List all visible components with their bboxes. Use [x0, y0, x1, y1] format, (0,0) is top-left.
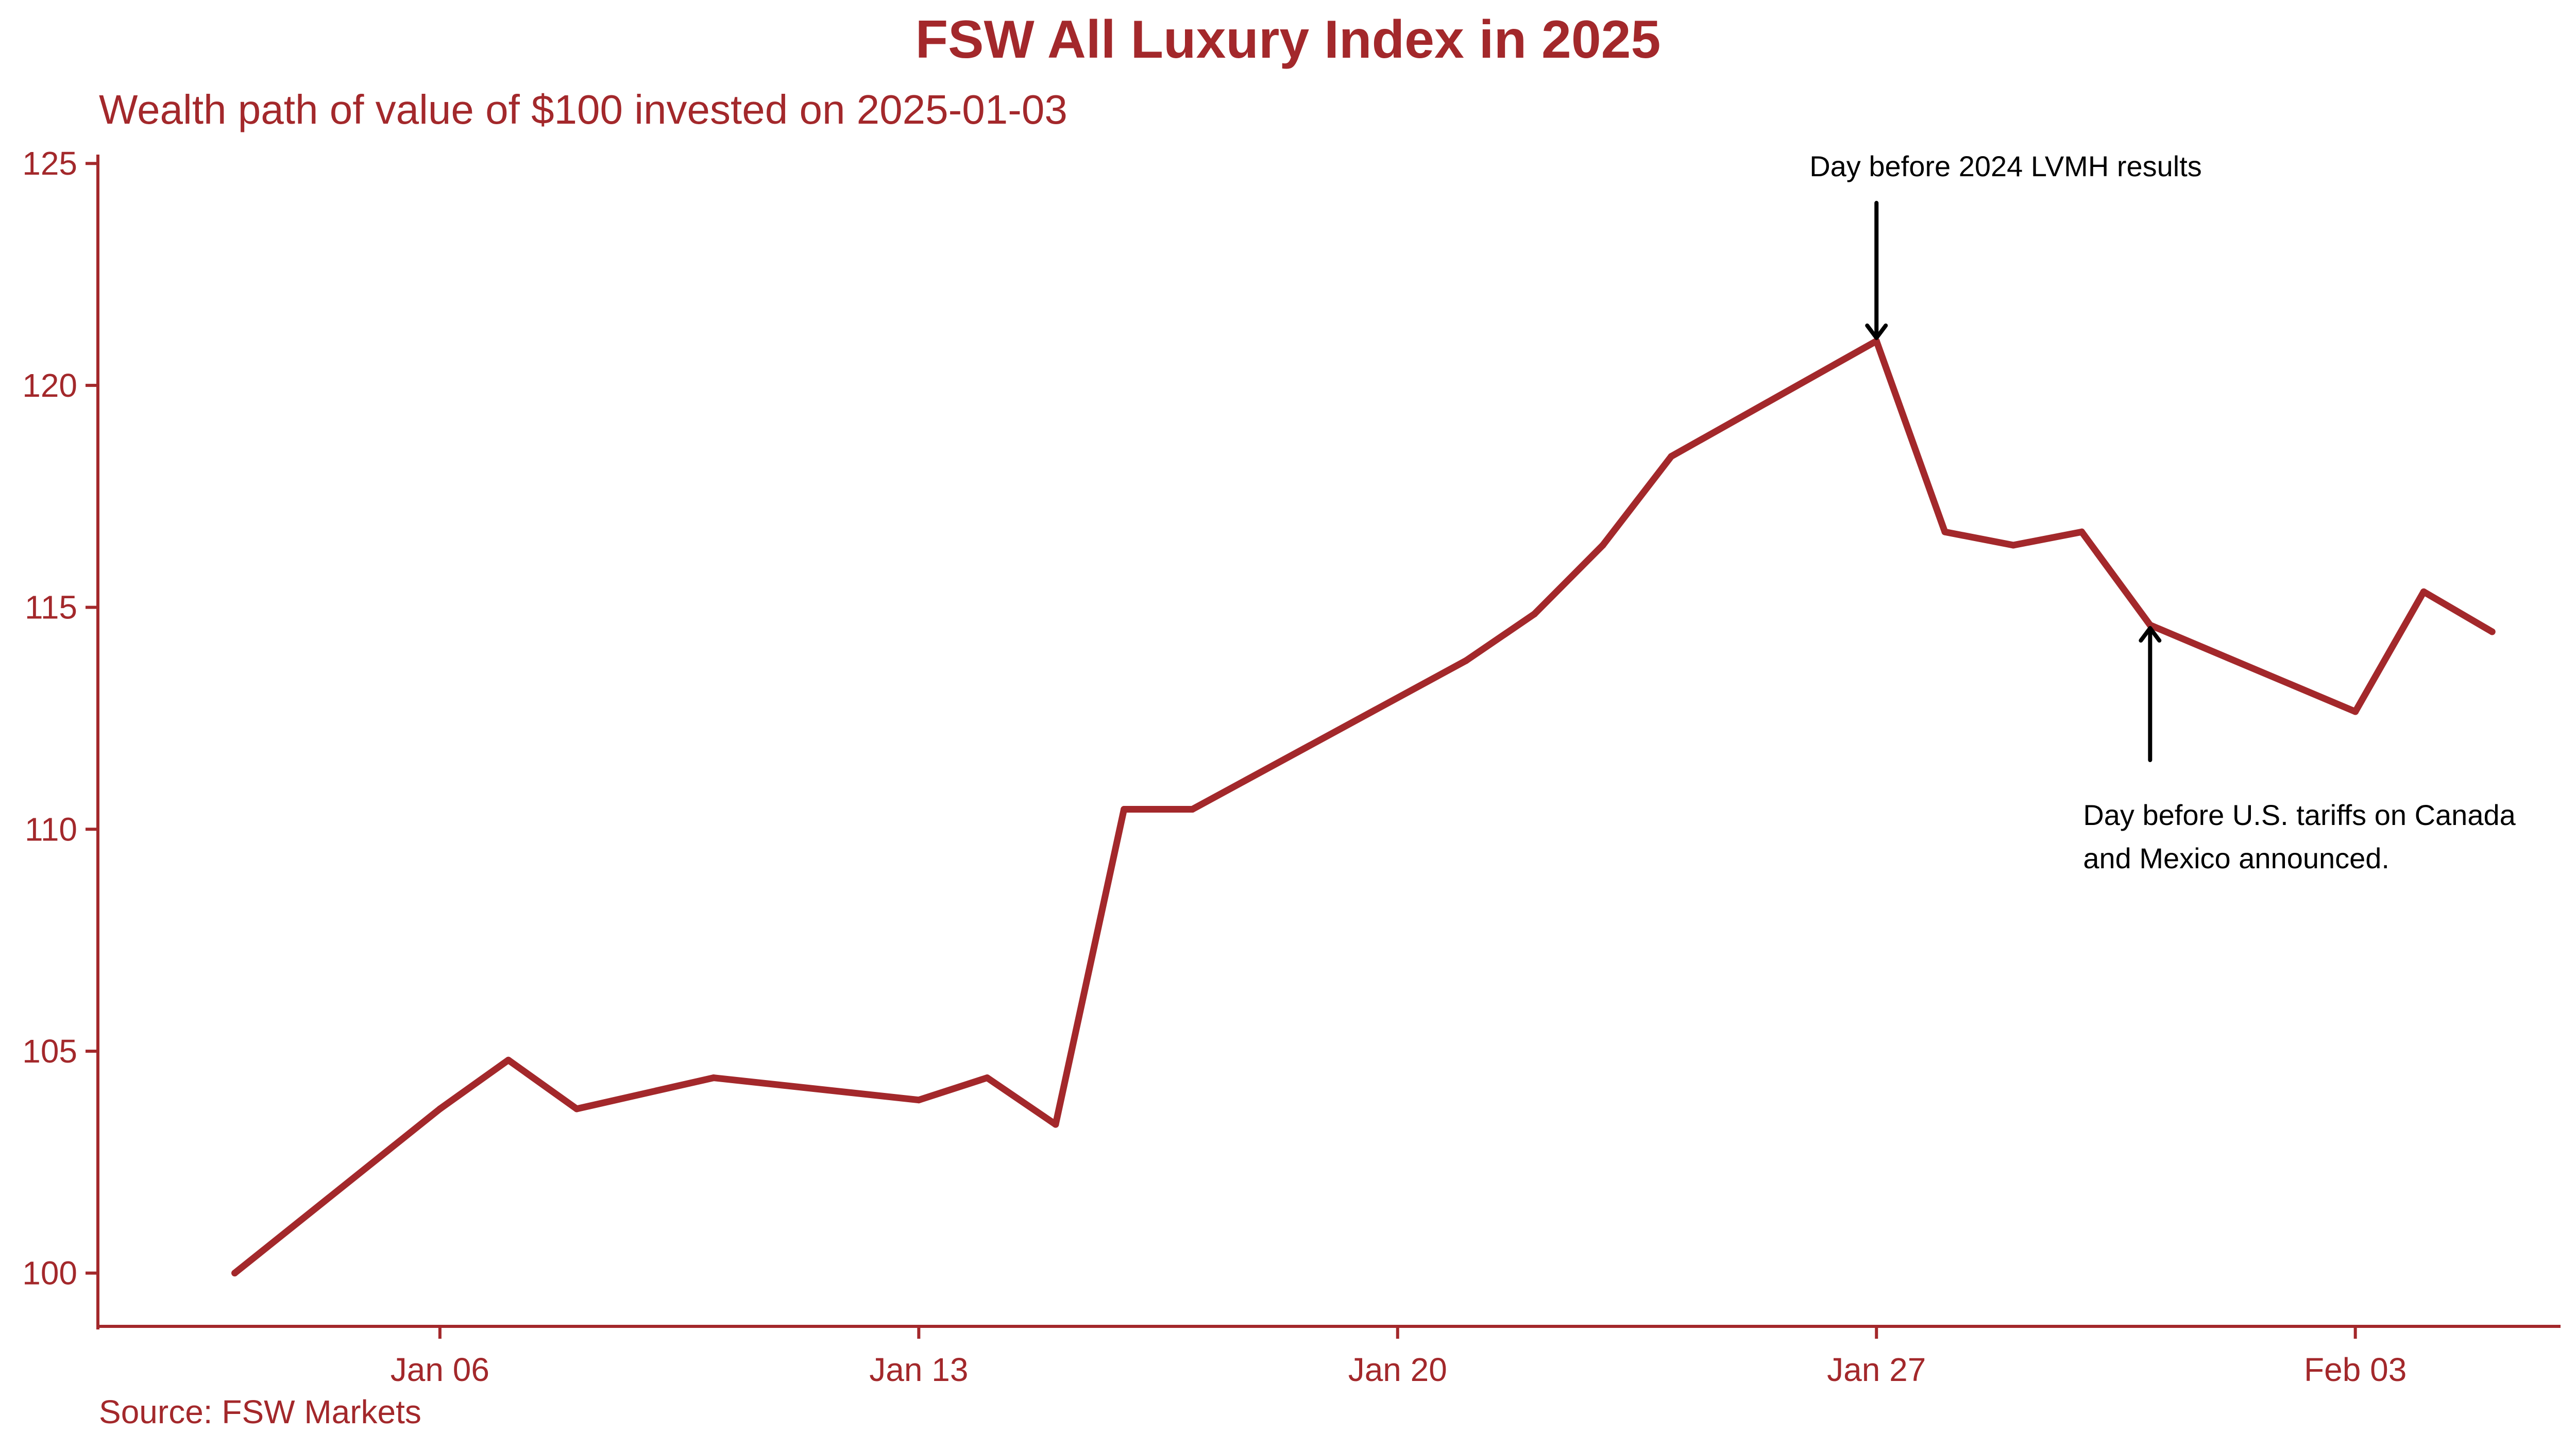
series-line	[231, 338, 2496, 1277]
data-point	[1941, 528, 1948, 535]
data-point	[2146, 621, 2154, 629]
y-tick-label: 125	[22, 145, 77, 182]
chart-source: Source: FSW Markets	[99, 1393, 421, 1430]
data-point	[1873, 338, 1880, 345]
data-point	[984, 1074, 991, 1082]
x-ticks: Jan 06 Jan 13 Jan 20 Jan 27 Feb 03	[391, 1326, 2406, 1388]
data-point	[2488, 628, 2496, 635]
data-point	[2010, 542, 2017, 549]
data-point	[1531, 611, 1538, 617]
x-tick-label: Jan 20	[1348, 1351, 1447, 1388]
data-point	[1668, 453, 1675, 460]
chart-subtitle: Wealth path of value of $100 invested on…	[99, 87, 1067, 132]
y-tick-label: 115	[25, 589, 77, 626]
annotation-text: and Mexico announced.	[2083, 842, 2389, 874]
x-tick-label: Feb 03	[2304, 1351, 2406, 1388]
annotation-arrowhead	[1865, 323, 1888, 340]
annotation-text: Day before 2024 LVMH results	[1809, 150, 2202, 182]
data-point	[1052, 1121, 1059, 1128]
data-point	[710, 1074, 717, 1082]
data-point	[505, 1056, 512, 1064]
data-point	[1121, 806, 1128, 813]
y-tick-label: 120	[22, 367, 77, 404]
plot-area	[231, 338, 2496, 1277]
data-point	[2352, 708, 2359, 715]
y-tick-label: 105	[22, 1033, 77, 1070]
data-point	[1463, 657, 1470, 664]
x-tick-label: Jan 13	[869, 1351, 968, 1388]
data-point	[1599, 542, 1606, 549]
x-tick-label: Jan 27	[1827, 1351, 1926, 1388]
data-point	[2078, 528, 2086, 535]
y-ticks: 100 105 110 115 120 125	[22, 145, 98, 1292]
data-point	[915, 1097, 922, 1104]
x-tick-label: Jan 06	[391, 1351, 489, 1388]
y-tick-label: 110	[25, 811, 77, 848]
y-tick-label: 100	[22, 1255, 77, 1292]
chart-title: FSW All Luxury Index in 2025	[916, 10, 1661, 70]
data-point	[1189, 806, 1196, 813]
annotations: Day before 2024 LVMH results Day before U…	[1809, 150, 2516, 874]
data-point	[2420, 588, 2427, 595]
data-point	[573, 1105, 580, 1113]
data-points	[231, 338, 2496, 1277]
data-point	[436, 1105, 444, 1113]
annotation-arrowhead	[2139, 626, 2162, 643]
annotation-text: Day before U.S. tariffs on Canada	[2083, 799, 2516, 831]
data-point	[231, 1270, 239, 1277]
